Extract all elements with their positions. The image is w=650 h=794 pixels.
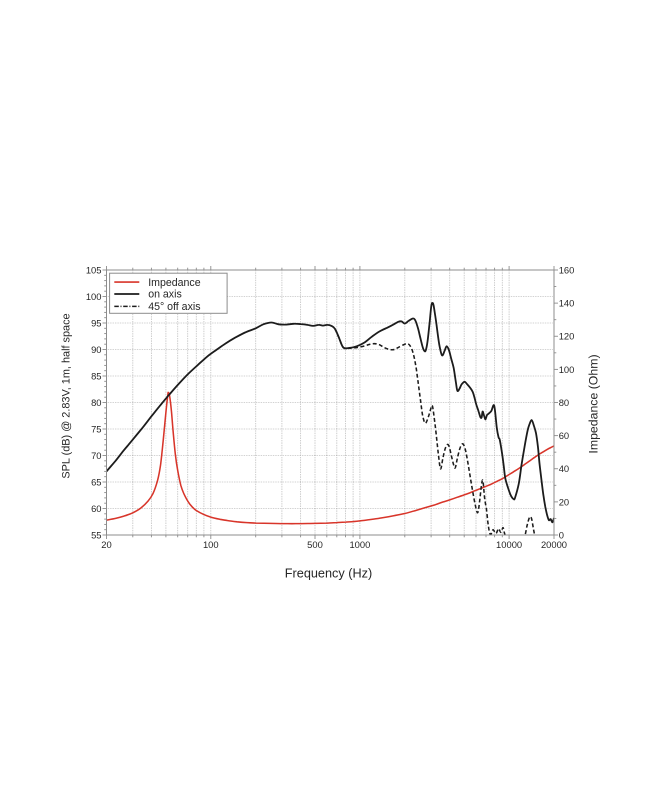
- svg-text:60: 60: [91, 503, 101, 514]
- svg-text:60: 60: [559, 430, 569, 441]
- svg-text:90: 90: [91, 344, 101, 355]
- svg-text:55: 55: [91, 529, 101, 540]
- svg-text:160: 160: [559, 264, 575, 275]
- svg-text:40: 40: [559, 463, 569, 474]
- svg-text:1000: 1000: [349, 539, 370, 550]
- svg-text:85: 85: [91, 370, 101, 381]
- svg-text:on axis: on axis: [148, 289, 182, 301]
- svg-text:70: 70: [91, 450, 101, 461]
- svg-text:500: 500: [307, 539, 323, 550]
- svg-text:80: 80: [91, 397, 101, 408]
- svg-text:95: 95: [91, 317, 101, 328]
- svg-text:100: 100: [559, 364, 575, 375]
- svg-text:105: 105: [86, 264, 102, 275]
- svg-text:Impedance: Impedance: [148, 277, 201, 289]
- svg-text:20: 20: [101, 539, 111, 550]
- svg-text:100: 100: [86, 291, 102, 302]
- svg-text:20000: 20000: [541, 539, 567, 550]
- svg-text:75: 75: [91, 423, 101, 434]
- svg-text:100: 100: [203, 539, 219, 550]
- svg-text:120: 120: [559, 331, 575, 342]
- svg-text:Impedance (Ohm): Impedance (Ohm): [587, 354, 601, 453]
- svg-text:80: 80: [559, 397, 569, 408]
- svg-text:Frequency (Hz): Frequency (Hz): [285, 567, 372, 581]
- svg-text:10000: 10000: [496, 539, 522, 550]
- svg-text:140: 140: [559, 298, 575, 309]
- svg-text:0: 0: [559, 529, 564, 540]
- svg-text:45° off axis: 45° off axis: [148, 301, 200, 313]
- svg-text:SPL (dB) @ 2.83V, 1m, half spa: SPL (dB) @ 2.83V, 1m, half space: [61, 313, 73, 478]
- svg-text:20: 20: [559, 496, 569, 507]
- svg-text:65: 65: [91, 476, 101, 487]
